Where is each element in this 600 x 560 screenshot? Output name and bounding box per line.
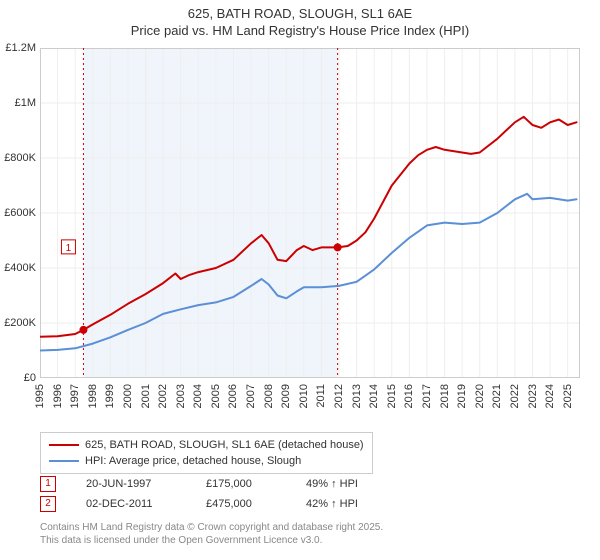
x-tick-label: 2002 xyxy=(157,384,169,408)
transaction-number: 1 xyxy=(40,476,56,492)
y-tick-label: £200K xyxy=(4,317,36,329)
x-tick-label: 2014 xyxy=(368,384,380,408)
x-tick-label: 2007 xyxy=(245,384,257,408)
transaction-date: 20-JUN-1997 xyxy=(86,478,206,490)
transaction-row: 1 20-JUN-1997£175,00049% ↑ HPI xyxy=(40,474,406,494)
transactions-table: 1 20-JUN-1997£175,00049% ↑ HPI 2 02-DEC-201… xyxy=(40,474,406,514)
x-tick-label: 1999 xyxy=(104,384,116,408)
transaction-price: £175,000 xyxy=(206,478,306,490)
legend-label: HPI: Average price, detached house, Slou… xyxy=(85,455,301,467)
x-tick-label: 1998 xyxy=(87,384,99,408)
y-tick-label: £400K xyxy=(4,262,36,274)
x-tick-label: 2020 xyxy=(474,384,486,408)
x-tick-label: 2004 xyxy=(192,384,204,408)
title-subtitle: Price paid vs. HM Land Registry's House … xyxy=(0,23,600,38)
x-tick-label: 2019 xyxy=(456,384,468,408)
transaction-row: 2 02-DEC-2011£475,00042% ↑ HPI xyxy=(40,494,406,514)
x-tick-label: 2010 xyxy=(298,384,310,408)
x-tick-label: 2023 xyxy=(527,384,539,408)
x-tick-label: 2013 xyxy=(351,384,363,408)
transaction-hpi: 49% ↑ HPI xyxy=(306,478,406,490)
transaction-marker-1 xyxy=(79,326,87,334)
y-tick-label: £800K xyxy=(4,152,36,164)
x-tick-label: 1996 xyxy=(52,384,64,408)
x-tick-label: 2016 xyxy=(403,384,415,408)
legend-item: HPI: Average price, detached house, Slou… xyxy=(49,453,364,469)
transaction-date: 02-DEC-2011 xyxy=(86,498,206,510)
price-chart: 12 xyxy=(40,48,580,378)
y-tick-label: £1.2M xyxy=(5,42,36,54)
x-tick-label: 2012 xyxy=(333,384,345,408)
x-tick-label: 2018 xyxy=(439,384,451,408)
y-axis-labels: £0£200K£400K£600K£800K£1M£1.2M xyxy=(0,48,38,378)
y-tick-label: £1M xyxy=(15,97,36,109)
x-tick-label: 2024 xyxy=(544,384,556,408)
copyright-footnote: Contains HM Land Registry data © Crown c… xyxy=(40,522,383,547)
transaction-label-1: 1 xyxy=(66,243,72,254)
x-tick-label: 2008 xyxy=(263,384,275,408)
x-tick-label: 1995 xyxy=(34,384,46,408)
chart-container: £0£200K£400K£600K£800K£1M£1.2M 12 199519… xyxy=(40,48,600,383)
legend-item: 625, BATH ROAD, SLOUGH, SL1 6AE (detache… xyxy=(49,437,364,453)
transaction-price: £475,000 xyxy=(206,498,306,510)
x-tick-label: 2005 xyxy=(210,384,222,408)
chart-legend: 625, BATH ROAD, SLOUGH, SL1 6AE (detache… xyxy=(40,432,373,474)
footnote-line2: This data is licensed under the Open Gov… xyxy=(40,535,322,546)
x-tick-label: 2006 xyxy=(227,384,239,408)
legend-label: 625, BATH ROAD, SLOUGH, SL1 6AE (detache… xyxy=(85,439,364,451)
transaction-marker-2 xyxy=(334,243,342,251)
y-tick-label: £600K xyxy=(4,207,36,219)
footnote-line1: Contains HM Land Registry data © Crown c… xyxy=(40,522,383,533)
x-tick-label: 2011 xyxy=(315,384,327,408)
legend-swatch xyxy=(49,444,79,446)
y-tick-label: £0 xyxy=(24,372,36,384)
x-axis-labels: 1995199619971998199920002001200220032004… xyxy=(40,380,580,440)
legend-swatch xyxy=(49,460,79,462)
x-tick-label: 1997 xyxy=(69,384,81,408)
x-tick-label: 2009 xyxy=(280,384,292,408)
x-tick-label: 2001 xyxy=(140,384,152,408)
x-tick-label: 2017 xyxy=(421,384,433,408)
x-tick-label: 2015 xyxy=(386,384,398,408)
x-tick-label: 2022 xyxy=(509,384,521,408)
x-tick-label: 2025 xyxy=(562,384,574,408)
transaction-hpi: 42% ↑ HPI xyxy=(306,498,406,510)
x-tick-label: 2000 xyxy=(122,384,134,408)
title-address: 625, BATH ROAD, SLOUGH, SL1 6AE xyxy=(0,6,600,21)
x-tick-label: 2021 xyxy=(491,384,503,408)
transaction-number: 2 xyxy=(40,496,56,512)
x-tick-label: 2003 xyxy=(175,384,187,408)
